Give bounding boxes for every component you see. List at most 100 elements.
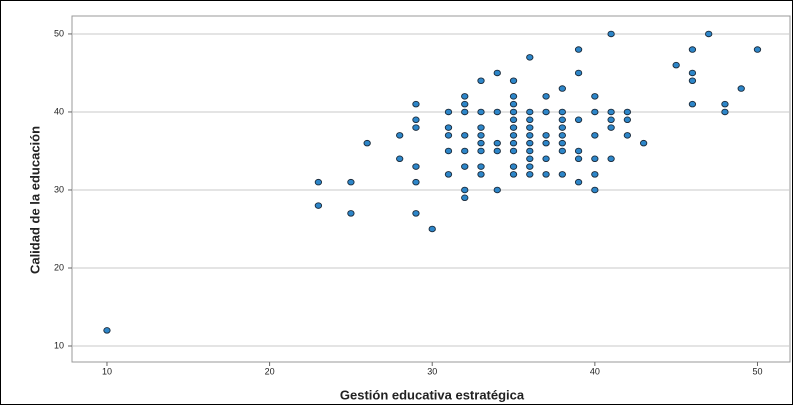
point	[558, 108, 566, 116]
point	[412, 116, 420, 124]
point	[607, 116, 615, 124]
point	[477, 163, 485, 170]
point	[396, 132, 404, 139]
point	[363, 139, 371, 147]
point	[461, 108, 469, 116]
x-tick-label: 50	[752, 366, 762, 376]
point	[347, 178, 355, 186]
point	[688, 100, 697, 108]
point	[509, 124, 518, 131]
point	[428, 225, 436, 233]
point	[412, 100, 420, 108]
point	[461, 100, 469, 108]
point	[591, 93, 599, 100]
point	[461, 93, 469, 100]
point	[542, 93, 550, 100]
point	[526, 116, 534, 124]
point	[542, 108, 550, 116]
point	[542, 171, 550, 178]
point	[314, 178, 323, 186]
point	[412, 178, 420, 186]
point	[509, 139, 518, 147]
point	[574, 147, 583, 155]
point	[526, 139, 534, 147]
point	[574, 46, 583, 53]
point	[412, 124, 420, 131]
point	[509, 108, 518, 116]
point	[623, 116, 632, 124]
y-tick-label: 30	[54, 184, 64, 194]
point	[526, 54, 534, 61]
point	[526, 163, 534, 170]
point	[347, 210, 355, 217]
point	[688, 69, 697, 77]
point	[574, 69, 583, 77]
point	[314, 202, 323, 209]
point	[591, 186, 599, 194]
x-axis-title: Gestión educativa estratégica	[340, 387, 525, 402]
point	[493, 147, 501, 155]
point	[574, 116, 583, 124]
point	[574, 155, 583, 163]
point	[672, 61, 680, 69]
point	[623, 132, 632, 139]
point	[705, 30, 713, 38]
y-tick-label: 50	[54, 28, 64, 38]
point	[753, 46, 762, 53]
point	[526, 155, 534, 163]
point	[493, 69, 501, 77]
point	[558, 147, 566, 155]
point	[509, 147, 518, 155]
point	[558, 132, 566, 139]
point	[461, 163, 469, 170]
point	[688, 77, 697, 85]
point	[103, 327, 111, 334]
point	[542, 139, 550, 147]
point	[558, 171, 566, 178]
point	[444, 147, 453, 155]
point	[591, 132, 599, 139]
point	[542, 155, 550, 163]
point	[558, 124, 566, 131]
point	[607, 30, 615, 38]
point	[477, 108, 485, 116]
point	[526, 147, 534, 155]
point	[509, 93, 518, 100]
point	[591, 108, 599, 116]
point	[444, 108, 453, 116]
point	[509, 171, 518, 178]
point	[461, 132, 469, 139]
point	[477, 132, 485, 139]
point	[509, 116, 518, 124]
point	[526, 108, 534, 116]
point	[591, 155, 599, 163]
x-tick-label: 40	[590, 366, 600, 376]
point	[461, 186, 469, 194]
point	[396, 155, 404, 163]
point	[477, 147, 485, 155]
point	[477, 171, 485, 178]
point	[558, 116, 566, 124]
x-tick-label: 20	[265, 366, 275, 376]
x-tick-label: 10	[102, 366, 112, 376]
point	[412, 163, 420, 170]
point	[721, 100, 729, 108]
point	[444, 124, 453, 131]
point	[444, 132, 453, 139]
point	[509, 77, 518, 85]
point	[493, 108, 501, 116]
y-tick-label: 10	[54, 340, 64, 350]
point	[623, 108, 632, 116]
point	[461, 194, 469, 202]
point	[607, 155, 615, 163]
y-axis-title: Calidad de la educación	[27, 126, 42, 274]
point	[721, 108, 729, 116]
point	[526, 132, 534, 139]
point	[607, 108, 615, 116]
point	[444, 171, 453, 178]
y-tick-label: 20	[54, 262, 64, 272]
point	[477, 124, 485, 131]
point	[509, 163, 518, 170]
point	[574, 178, 583, 186]
